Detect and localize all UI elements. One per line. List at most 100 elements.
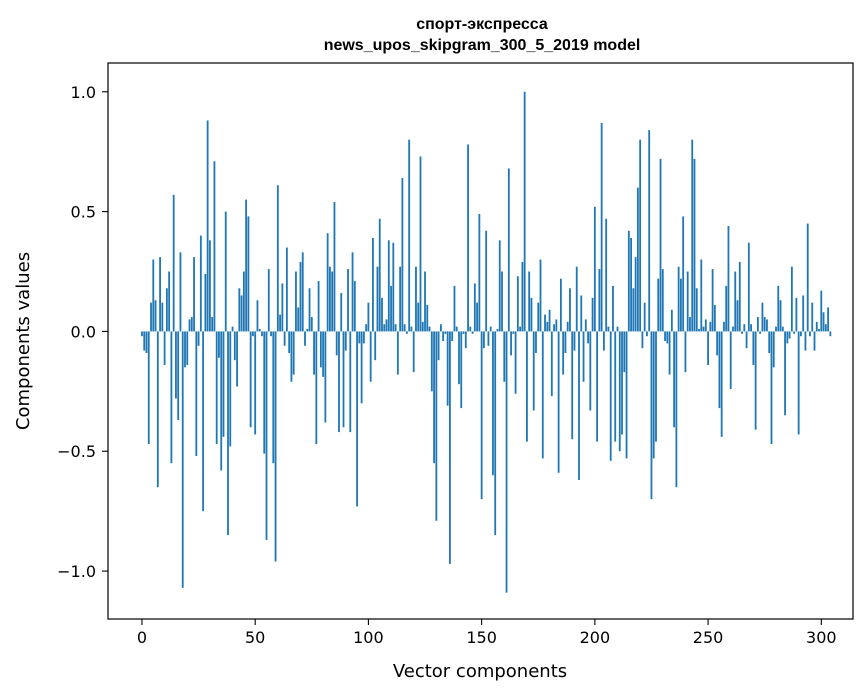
bar-192 [575,266,578,332]
bar-224 [648,130,651,332]
bar-95 [356,331,358,507]
bar-108 [385,319,388,332]
bar-48 [249,331,252,428]
bar-267 [745,331,748,349]
bar-201 [596,331,599,442]
bar-127 [428,326,431,332]
bar-193 [578,331,580,480]
bar-33 [215,331,218,445]
bar-278 [770,331,773,445]
bar-153 [487,331,490,346]
bar-51 [256,300,259,332]
bar-62 [281,283,284,332]
bar-139 [455,326,458,332]
bar-218 [634,257,637,332]
x-tick-label: 100 [353,628,384,647]
bar-271 [754,331,757,430]
bar-136 [449,331,451,564]
bar-98 [362,331,365,344]
bar-143 [464,331,467,349]
bar-32 [213,161,216,332]
bar-68 [295,271,297,332]
bar-161 [505,331,508,593]
bar-276 [766,319,768,332]
bar-281 [777,285,780,332]
bar-292 [802,295,805,332]
bar-166 [516,276,519,332]
bar-300 [820,290,823,332]
bar-23 [193,257,195,332]
bar-251 [709,321,712,332]
bar-9 [161,302,164,332]
bar-83 [329,266,331,332]
bar-31 [211,317,214,332]
bar-220 [639,139,642,332]
bar-28 [204,273,207,332]
bar-84 [331,271,334,332]
bar-144 [467,144,469,332]
bar-200 [593,206,596,332]
bar-110 [390,285,392,332]
bar-130 [435,331,438,521]
bar-74 [308,288,311,332]
bar-129 [433,331,435,464]
bar-211 [618,331,621,452]
bar-47 [247,216,250,332]
bar-214 [625,331,628,459]
bar-44 [240,295,243,332]
bar-4 [150,302,152,332]
bar-228 [657,278,660,332]
bar-191 [573,331,576,351]
bar-286 [788,331,791,339]
bar-189 [569,288,571,332]
bar-141 [460,331,463,409]
bar-268 [747,242,750,332]
bar-170 [526,331,528,442]
bar-296 [811,302,814,332]
bar-10 [163,331,166,365]
bar-25 [197,331,200,346]
bar-41 [233,331,236,361]
plot-area-frame [107,62,854,620]
bar-177 [541,331,544,459]
bar-298 [815,321,818,332]
bar-299 [818,329,820,332]
bar-223 [646,331,648,337]
bar-180 [548,309,551,332]
bar-270 [752,331,755,365]
bar-120 [412,331,415,373]
bar-128 [430,331,433,392]
bar-302 [824,324,827,332]
bar-60 [276,185,279,332]
bar-135 [446,331,449,406]
y-tick-label: 0.0 [71,322,96,341]
bar-237 [677,266,680,332]
bar-295 [809,331,811,337]
bar-39 [229,331,232,447]
bar-66 [290,331,293,382]
bar-7 [156,331,159,488]
bar-241 [686,271,689,332]
x-tick-label: 50 [245,628,265,647]
bar-294 [806,223,809,332]
bar-149 [478,213,481,332]
bar-3 [147,331,150,445]
bar-27 [202,331,205,512]
bar-71 [301,252,304,332]
bar-17 [179,252,182,332]
bar-304 [829,331,832,337]
bar-61 [279,314,281,332]
bar-111 [392,242,395,332]
bar-261 [732,326,734,332]
bar-260 [729,331,732,389]
bar-249 [704,319,707,332]
bar-164 [512,331,515,334]
bar-182 [553,324,555,332]
bar-86 [335,331,338,356]
bar-114 [399,266,402,332]
bar-107 [383,324,386,332]
bar-121 [415,266,417,332]
x-tick-label: 300 [806,628,837,647]
bar-43 [238,288,241,332]
bar-202 [598,269,601,332]
